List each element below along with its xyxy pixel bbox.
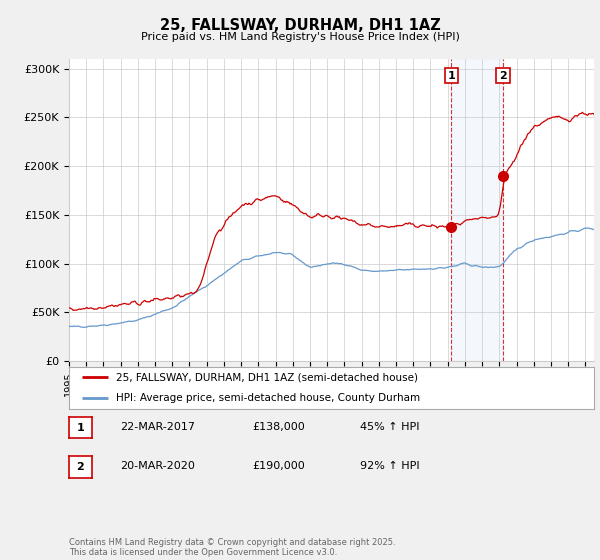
Text: 1: 1 <box>448 71 455 81</box>
Text: 25, FALLSWAY, DURHAM, DH1 1AZ: 25, FALLSWAY, DURHAM, DH1 1AZ <box>160 18 440 33</box>
Text: 25, FALLSWAY, DURHAM, DH1 1AZ (semi-detached house): 25, FALLSWAY, DURHAM, DH1 1AZ (semi-deta… <box>116 372 418 382</box>
Text: £138,000: £138,000 <box>252 422 305 432</box>
Text: 45% ↑ HPI: 45% ↑ HPI <box>360 422 419 432</box>
Bar <box>451 59 503 361</box>
Text: £190,000: £190,000 <box>252 461 305 472</box>
Text: Price paid vs. HM Land Registry's House Price Index (HPI): Price paid vs. HM Land Registry's House … <box>140 32 460 43</box>
Text: 1: 1 <box>77 423 84 433</box>
Text: 92% ↑ HPI: 92% ↑ HPI <box>360 461 419 472</box>
Text: 2: 2 <box>499 71 507 81</box>
Text: Contains HM Land Registry data © Crown copyright and database right 2025.
This d: Contains HM Land Registry data © Crown c… <box>69 538 395 557</box>
Text: 20-MAR-2020: 20-MAR-2020 <box>120 461 195 472</box>
Text: HPI: Average price, semi-detached house, County Durham: HPI: Average price, semi-detached house,… <box>116 393 421 403</box>
Text: 22-MAR-2017: 22-MAR-2017 <box>120 422 195 432</box>
Text: 2: 2 <box>77 462 84 472</box>
